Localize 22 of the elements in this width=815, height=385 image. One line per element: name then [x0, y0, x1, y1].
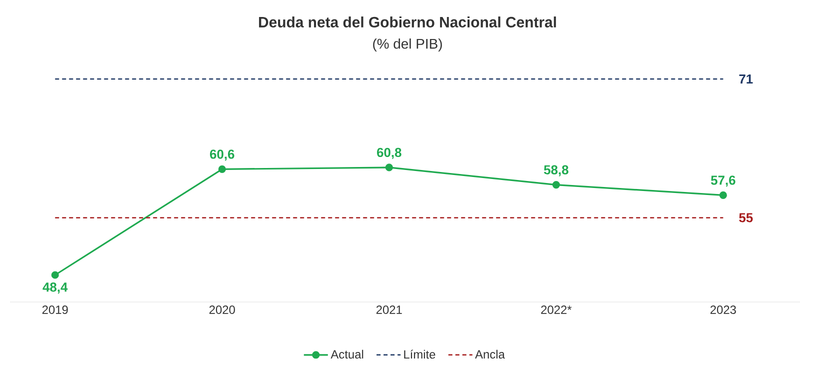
- x-tick-label: 2019: [42, 306, 68, 314]
- chart-subtitle: (% del PIB): [373, 38, 442, 52]
- point: [552, 181, 560, 189]
- chart-title: Deuda neta del Gobierno Nacional Central: [259, 16, 556, 28]
- legend-label: Límite: [404, 350, 436, 359]
- point: [51, 271, 59, 279]
- x-tick-label: 2020: [209, 306, 235, 314]
- data-label: 57,6: [710, 176, 736, 187]
- legend-label: Ancla: [475, 350, 505, 359]
- x-tick-label: 2022*: [541, 306, 572, 314]
- data-label: 60,8: [377, 148, 402, 159]
- point: [218, 165, 226, 173]
- x-tick-label: 2021: [376, 306, 402, 314]
- data-label: 58,8: [544, 165, 568, 176]
- data-label: 48,4: [42, 282, 68, 294]
- point: [385, 164, 393, 172]
- data-label: 60,6: [210, 150, 234, 161]
- data-label: 71: [739, 74, 753, 84]
- data-label: 55: [739, 213, 753, 222]
- legend-label: Actual: [330, 350, 364, 359]
- x-tick-label: 2023: [710, 306, 736, 314]
- point: [719, 191, 727, 199]
